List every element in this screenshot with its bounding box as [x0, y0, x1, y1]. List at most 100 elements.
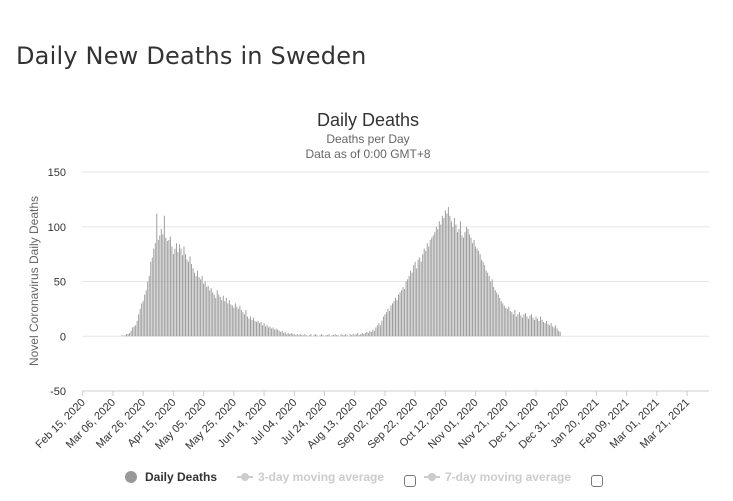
bar[interactable]: [280, 331, 282, 337]
bar[interactable]: [171, 246, 173, 337]
bar[interactable]: [298, 335, 300, 337]
bar[interactable]: [370, 331, 372, 337]
bar[interactable]: [467, 228, 469, 337]
bar[interactable]: [441, 215, 443, 337]
bar[interactable]: [154, 243, 156, 337]
bar[interactable]: [431, 237, 433, 337]
bar[interactable]: [503, 305, 505, 337]
bar[interactable]: [475, 246, 477, 337]
bar[interactable]: [558, 330, 560, 337]
bar[interactable]: [336, 335, 338, 337]
bar[interactable]: [283, 332, 285, 337]
bar[interactable]: [351, 335, 353, 337]
bar[interactable]: [343, 335, 345, 337]
bar[interactable]: [198, 277, 200, 337]
bar[interactable]: [239, 305, 241, 337]
bar[interactable]: [540, 316, 542, 337]
bar[interactable]: [133, 326, 135, 337]
bar[interactable]: [213, 294, 215, 337]
bar[interactable]: [357, 332, 359, 337]
legend-7-day-average[interactable]: 7-day moving average: [424, 470, 571, 484]
bar[interactable]: [518, 312, 520, 337]
bar[interactable]: [517, 314, 519, 337]
bar[interactable]: [172, 254, 174, 337]
bar[interactable]: [556, 328, 558, 337]
bar[interactable]: [476, 248, 478, 337]
bar[interactable]: [342, 335, 344, 337]
bar[interactable]: [327, 335, 328, 337]
bar[interactable]: [422, 254, 424, 337]
bar[interactable]: [251, 319, 253, 337]
checkbox-3-day-average[interactable]: [404, 475, 416, 487]
bar[interactable]: [420, 261, 422, 337]
bar[interactable]: [151, 257, 153, 337]
bar[interactable]: [405, 281, 407, 337]
bar[interactable]: [210, 288, 212, 337]
bar[interactable]: [478, 250, 480, 337]
bar[interactable]: [265, 326, 267, 337]
bar[interactable]: [541, 319, 543, 337]
bar[interactable]: [243, 314, 245, 337]
bar[interactable]: [178, 244, 180, 337]
bar[interactable]: [488, 276, 490, 337]
bar[interactable]: [182, 255, 183, 337]
bar[interactable]: [296, 334, 298, 337]
bar[interactable]: [469, 234, 470, 337]
bar[interactable]: [440, 224, 442, 337]
bar[interactable]: [432, 235, 434, 337]
bar[interactable]: [552, 326, 554, 337]
bar[interactable]: [376, 325, 378, 337]
bar[interactable]: [287, 332, 289, 337]
bar[interactable]: [358, 335, 360, 337]
bar[interactable]: [124, 335, 126, 337]
bar[interactable]: [230, 304, 232, 337]
bar[interactable]: [410, 270, 412, 337]
bar[interactable]: [189, 256, 191, 337]
bar[interactable]: [186, 259, 188, 337]
bar[interactable]: [192, 268, 194, 337]
bar[interactable]: [352, 334, 354, 337]
bar[interactable]: [292, 334, 294, 337]
bar[interactable]: [521, 317, 523, 337]
bar[interactable]: [271, 328, 273, 337]
bar[interactable]: [529, 315, 531, 337]
bar[interactable]: [290, 332, 292, 337]
bar[interactable]: [162, 234, 164, 337]
bar[interactable]: [404, 289, 406, 337]
bar[interactable]: [234, 303, 236, 337]
bar[interactable]: [544, 323, 546, 337]
bar[interactable]: [331, 335, 333, 337]
bar[interactable]: [207, 285, 209, 337]
bar[interactable]: [538, 320, 540, 337]
bar[interactable]: [221, 300, 223, 337]
bar[interactable]: [325, 335, 327, 337]
bar[interactable]: [163, 215, 165, 337]
bar[interactable]: [532, 317, 534, 337]
bar[interactable]: [144, 294, 146, 337]
bar[interactable]: [458, 228, 460, 337]
bar[interactable]: [449, 215, 451, 337]
bar[interactable]: [299, 334, 301, 337]
bar[interactable]: [209, 290, 211, 337]
bar[interactable]: [180, 248, 182, 337]
bar[interactable]: [166, 240, 168, 337]
bar[interactable]: [466, 226, 467, 337]
bar[interactable]: [490, 281, 492, 337]
bar[interactable]: [286, 334, 288, 337]
bar[interactable]: [452, 226, 454, 337]
bar[interactable]: [188, 261, 189, 337]
bar[interactable]: [147, 281, 149, 337]
bar[interactable]: [227, 303, 229, 337]
bar[interactable]: [346, 335, 348, 337]
legend-3-day-average[interactable]: 3-day moving average: [237, 470, 384, 484]
bar[interactable]: [248, 318, 250, 337]
bar[interactable]: [135, 325, 137, 337]
bar[interactable]: [168, 239, 170, 337]
bar[interactable]: [470, 237, 472, 337]
bar[interactable]: [473, 239, 475, 337]
bar[interactable]: [559, 331, 561, 337]
bar[interactable]: [453, 217, 455, 337]
bar[interactable]: [260, 322, 262, 337]
bar[interactable]: [269, 326, 271, 337]
bar[interactable]: [455, 224, 457, 337]
